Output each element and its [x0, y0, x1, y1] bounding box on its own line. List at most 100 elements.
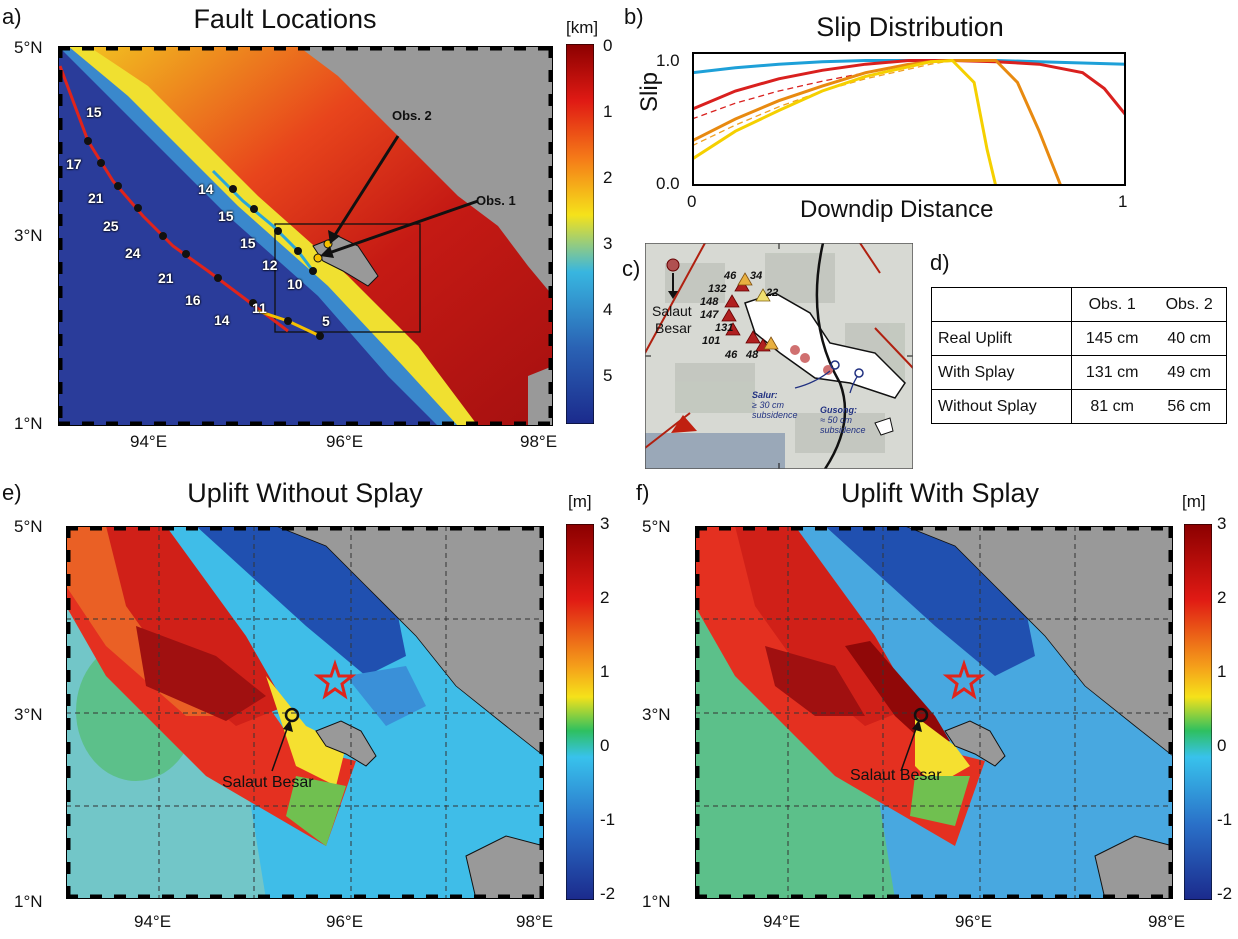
- salaut-besar-label-e: Salaut Besar: [222, 774, 314, 791]
- panel-e-title: Uplift Without Splay: [187, 478, 423, 508]
- panel-c-label: c): [622, 256, 641, 281]
- lon-96e-a: 96°E: [326, 432, 364, 451]
- panel-a-title: Fault Locations: [193, 4, 377, 34]
- red-fault-number: 21: [88, 190, 104, 206]
- cb-m-unit-e: [m]: [568, 492, 592, 511]
- obs1-value: 145 cm: [1071, 321, 1153, 356]
- slip-ytick-0: 0.0: [656, 174, 680, 193]
- inset-number: 101: [702, 335, 721, 347]
- colorbar-tick: 0: [603, 36, 613, 55]
- red-fault-number: 21: [158, 270, 174, 286]
- table-row: Without Splay 81 cm 56 cm: [931, 389, 1228, 424]
- slip-xlabel: Downdip Distance: [800, 196, 994, 223]
- table-header-row: Obs. 1 Obs. 2: [931, 287, 1228, 322]
- obs2-label: Obs. 2: [392, 108, 432, 123]
- slip-series-line: [692, 59, 1063, 186]
- red-fault-number: 15: [86, 104, 102, 120]
- panel-e-label: e): [2, 480, 22, 505]
- colorbar-tick: 0: [1217, 736, 1227, 755]
- colorbar-tick: -1: [600, 810, 616, 829]
- lon-98e-e: 98°E: [516, 912, 554, 931]
- inset-salaut-label: Salaut: [652, 303, 692, 319]
- colorbar-tick: -2: [1217, 884, 1233, 903]
- uplift-without-splay-map: [66, 526, 544, 899]
- lon-96e-f: 96°E: [955, 912, 993, 931]
- table-row: With Splay 131 cm 49 cm: [931, 355, 1228, 390]
- gusong-label: Gusong: ≈ 50 cm subsidence: [820, 405, 866, 435]
- lat-5n-a: 5°N: [14, 38, 43, 57]
- inset-number: 147: [700, 309, 719, 321]
- inset-number: 131: [715, 322, 734, 334]
- red-fault-number: 14: [214, 312, 230, 328]
- observation-table: Obs. 1 Obs. 2 Real Uplift 145 cm 40 cm W…: [931, 287, 1228, 424]
- obs2-value: 40 cm: [1152, 321, 1228, 356]
- slip-xtick-0: 0: [687, 192, 697, 211]
- lat-5n-e: 5°N: [14, 517, 43, 536]
- lon-98e-a: 98°E: [520, 432, 558, 451]
- depth-colorbar: [566, 44, 594, 424]
- gusong-line1: ≈ 50 cm: [820, 415, 852, 425]
- colorbar-tick: 3: [603, 234, 613, 253]
- blue-fault-number: 14: [198, 181, 214, 197]
- table-row: Real Uplift 145 cm 40 cm: [931, 321, 1228, 356]
- salur-title: Salur:: [752, 390, 778, 400]
- slip-xtick-1: 1: [1118, 192, 1128, 211]
- lon-96e-e: 96°E: [326, 912, 364, 931]
- lat-1n-f: 1°N: [642, 892, 671, 911]
- uplift-colorbar-f: [1184, 524, 1212, 900]
- colorbar-tick: 0: [600, 736, 610, 755]
- table-header-cell: Obs. 1: [1071, 287, 1153, 322]
- table-header-cell: [931, 287, 1072, 322]
- table-header-cell: Obs. 2: [1152, 287, 1228, 322]
- lat-1n-a: 1°N: [14, 414, 43, 433]
- colorbar-tick: 1: [603, 102, 613, 121]
- lat-5n-f: 5°N: [642, 517, 671, 536]
- slip-ylabel: Slip: [636, 71, 663, 112]
- yellow-fault-number: 11: [252, 300, 267, 316]
- inset-number: 132: [708, 283, 727, 295]
- row-label: Without Splay: [931, 389, 1072, 424]
- lon-94e-e: 94°E: [134, 912, 172, 931]
- colorbar-tick: 2: [603, 168, 613, 187]
- panel-f-label: f): [636, 480, 650, 505]
- panel-a-label: a): [2, 4, 22, 29]
- blue-fault-number: 10: [287, 276, 303, 292]
- lon-94e-f: 94°E: [763, 912, 801, 931]
- uplift-with-splay-map: [695, 526, 1173, 899]
- colorbar-tick: 2: [1217, 588, 1227, 607]
- blue-fault-number: 12: [262, 257, 278, 273]
- fault-location-map: [58, 46, 553, 426]
- slip-ytick-1: 1.0: [656, 51, 680, 70]
- blue-fault-number: 15: [218, 208, 234, 224]
- blue-fault-number: 15: [240, 235, 256, 251]
- gusong-line2: subsidence: [820, 425, 866, 435]
- colorbar-tick: 1: [1217, 662, 1227, 681]
- colorbar-tick: 3: [1217, 514, 1227, 533]
- gusong-title: Gusong:: [820, 405, 857, 415]
- panel-d-label: d): [930, 250, 950, 275]
- colorbar-tick: -2: [600, 884, 616, 903]
- salur-line1: ≥ 30 cm: [752, 400, 784, 410]
- panel-f-title: Uplift With Splay: [840, 478, 1040, 508]
- lat-3n-f: 3°N: [642, 705, 671, 724]
- red-fault-number: 17: [66, 156, 82, 172]
- lon-94e-a: 94°E: [130, 432, 168, 451]
- yellow-fault-number: 5: [322, 313, 330, 329]
- red-fault-number: 16: [185, 292, 201, 308]
- obs1-value: 131 cm: [1071, 355, 1153, 390]
- inset-number: 34: [750, 270, 763, 282]
- colorbar-tick: 3: [600, 514, 610, 533]
- inset-number: 148: [700, 296, 719, 308]
- lon-98e-f: 98°E: [1148, 912, 1186, 931]
- inset-besar-label: Besar: [655, 320, 692, 336]
- obs2-value: 49 cm: [1152, 355, 1228, 390]
- inset-number: 22: [766, 287, 779, 299]
- lat-3n-e: 3°N: [14, 705, 43, 724]
- salur-label: Salur: ≥ 30 cm subsidence: [752, 390, 798, 420]
- obs2-value: 56 cm: [1152, 389, 1228, 424]
- salaut-besar-inset-map: [645, 243, 913, 469]
- cb-km-unit: [km]: [566, 18, 599, 37]
- colorbar-tick: -1: [1217, 810, 1233, 829]
- inset-number: 48: [746, 349, 759, 361]
- slip-series-line: [692, 58, 998, 186]
